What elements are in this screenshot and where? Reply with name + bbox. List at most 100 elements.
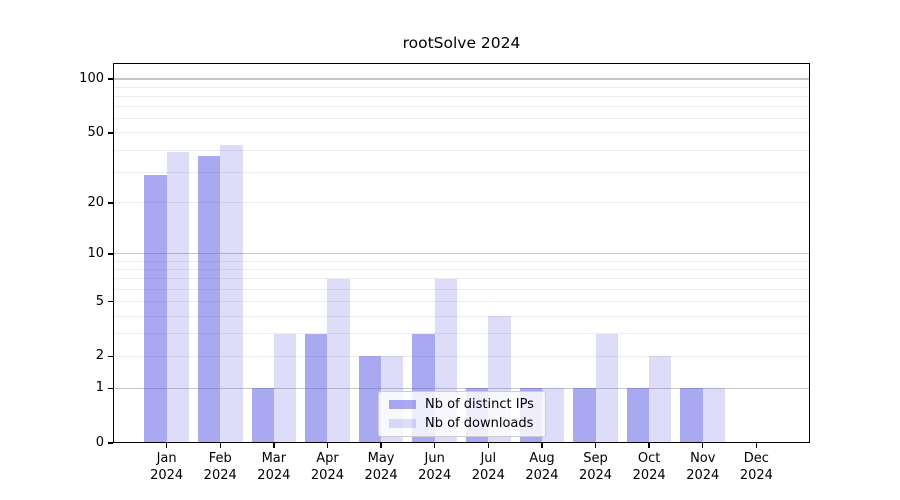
legend-swatch-downloads [389, 419, 416, 428]
y-tick-label: 100 [79, 71, 104, 86]
y-tick-label: 50 [87, 124, 104, 140]
gridline-minor [113, 278, 810, 280]
x-tick-month: Nov [690, 451, 716, 466]
gridline-minor [113, 171, 810, 173]
gridline-major [113, 78, 810, 80]
gridline-minor [113, 315, 810, 317]
bar-downloads-apr [327, 278, 350, 443]
bar-distinct-ips-mar [251, 388, 274, 443]
x-tick-year: 2024 [310, 468, 344, 483]
bar-downloads-feb [220, 144, 243, 443]
gridline-minor [113, 95, 810, 97]
bar-distinct-ips-sep [573, 388, 596, 443]
gridline-minor [113, 86, 810, 88]
x-tick-month: Apr [316, 451, 339, 466]
x-tick [755, 443, 758, 448]
x-tick [433, 443, 436, 448]
x-tick [165, 443, 168, 448]
bar-distinct-ips-apr [305, 333, 328, 443]
x-tick-month: Jan [156, 451, 177, 466]
x-tick-year: 2024 [525, 468, 559, 483]
x-tick-month: Sep [583, 451, 608, 466]
gridline-minor [113, 260, 810, 262]
gridline-minor [113, 301, 810, 303]
x-tick-year: 2024 [632, 468, 666, 483]
y-tick [108, 253, 113, 255]
bar-distinct-ips-may [358, 356, 382, 443]
x-tick [541, 443, 543, 448]
legend-label-downloads: Nb of downloads [425, 416, 534, 431]
gridline-minor [113, 355, 810, 357]
x-tick-month: Oct [637, 451, 661, 466]
x-tick-year: 2024 [364, 468, 398, 483]
y-tick [108, 442, 113, 444]
x-tick-year: 2024 [257, 468, 291, 483]
bar-downloads-nov [702, 388, 726, 443]
x-tick-month: Dec [743, 451, 769, 466]
bar-downloads-mar [273, 333, 297, 443]
x-tick-label: Jan 2024 [139, 450, 195, 484]
gridline-minor [113, 289, 810, 291]
x-tick [648, 443, 650, 448]
x-tick-year: 2024 [418, 468, 452, 483]
bar-distinct-ips-nov [680, 388, 703, 443]
x-tick [273, 443, 275, 448]
gridline-minor [113, 132, 810, 134]
bar-distinct-ips-oct [626, 388, 650, 443]
x-tick-label: Mar 2024 [246, 450, 302, 484]
plot-area: Nb of distinct IPs Nb of downloads [113, 63, 810, 443]
legend-item-distinct-ips: Nb of distinct IPs [389, 397, 535, 412]
y-tick [108, 78, 113, 80]
x-tick [380, 443, 382, 448]
x-tick-year: 2024 [686, 468, 720, 483]
bar-downloads-sep [595, 333, 618, 443]
x-tick-year: 2024 [739, 468, 773, 483]
y-tick [108, 387, 113, 390]
legend-item-downloads: Nb of downloads [389, 416, 535, 431]
bar-distinct-ips-feb [197, 156, 221, 443]
x-tick-year: 2024 [471, 468, 505, 483]
gridline-minor [113, 149, 810, 151]
y-tick [108, 132, 113, 134]
gridline-major [113, 253, 810, 255]
gridline-major [113, 387, 810, 389]
x-tick-label: May 2024 [353, 450, 409, 484]
x-tick-label: Nov 2024 [675, 450, 731, 484]
x-tick [702, 443, 704, 448]
x-tick-month: Feb [208, 451, 232, 466]
legend-label-distinct-ips: Nb of distinct IPs [425, 397, 534, 412]
x-tick-label: Dec 2024 [728, 450, 784, 484]
y-tick-label: 10 [87, 245, 104, 261]
gridline-minor [113, 269, 810, 271]
x-tick-month: Jul [480, 451, 497, 466]
gridline-minor [113, 118, 810, 120]
gridline-minor [113, 106, 810, 108]
bar-downloads-oct [649, 356, 672, 443]
y-tick-label: 2 [95, 348, 104, 364]
y-tick [108, 202, 113, 204]
x-tick-label: Jul 2024 [460, 450, 516, 484]
bar-downloads-jan [166, 152, 189, 443]
x-tick [487, 443, 489, 448]
x-tick-label: Aug 2024 [514, 450, 570, 484]
x-tick [594, 443, 597, 448]
x-tick-label: Oct 2024 [621, 450, 677, 484]
y-tick-label: 20 [87, 194, 104, 210]
y-tick-label: 1 [95, 380, 104, 396]
gridline-minor [113, 202, 810, 204]
y-tick [108, 300, 113, 303]
bar-downloads-aug [541, 388, 565, 443]
x-tick-month: May [367, 451, 395, 466]
x-tick-month: Mar [261, 451, 287, 466]
x-tick [326, 443, 329, 448]
x-tick-month: Jun [424, 451, 445, 466]
bar-distinct-ips-jan [144, 174, 167, 443]
x-tick-year: 2024 [578, 468, 613, 483]
x-tick-year: 2024 [150, 468, 184, 483]
legend: Nb of distinct IPs Nb of downloads [378, 391, 546, 437]
gridline-minor [113, 333, 810, 335]
x-tick-label: Feb 2024 [192, 450, 248, 484]
y-tick [108, 355, 113, 358]
x-tick-label: Sep 2024 [568, 450, 624, 484]
